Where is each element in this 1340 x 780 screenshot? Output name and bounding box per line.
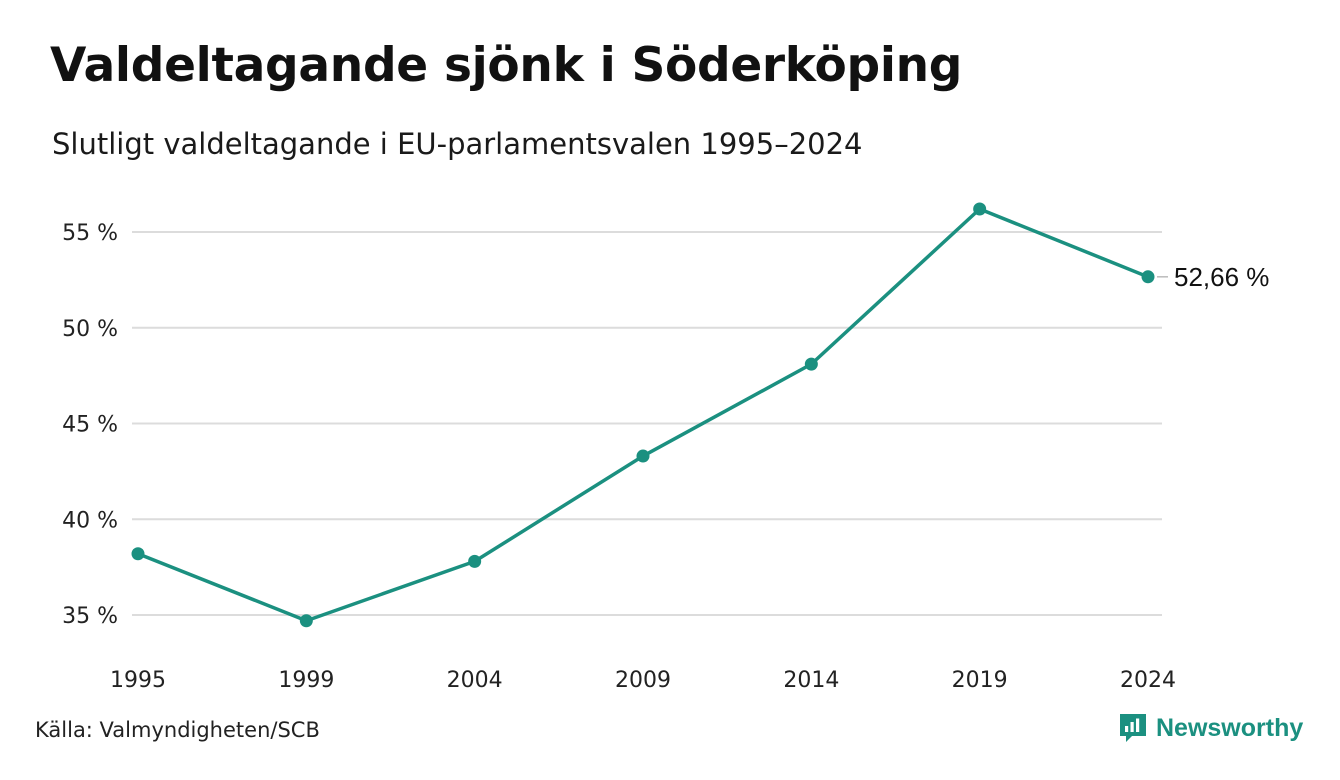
newsworthy-logo-icon	[1120, 714, 1146, 742]
source-note: Källa: Valmyndigheten/SCB	[35, 718, 320, 742]
end-value-label: 52,66 %	[1174, 262, 1269, 292]
gridlines	[132, 231, 1162, 616]
x-tick-label: 2004	[447, 668, 503, 693]
data-point	[299, 614, 313, 628]
data-point	[1141, 270, 1155, 284]
data-labels: 52,66 %	[1157, 262, 1269, 292]
data-point	[973, 202, 987, 216]
x-tick-label: 2024	[1120, 668, 1176, 693]
chart-title: Valdeltagande sjönk i Söderköping	[50, 38, 963, 93]
brand-name: Newsworthy	[1156, 713, 1304, 742]
x-tick-label: 2009	[615, 668, 671, 693]
data-point	[804, 357, 818, 371]
series-line	[136, 207, 1150, 623]
x-tick-label: 1995	[110, 668, 166, 693]
y-tick-label: 55 %	[62, 221, 118, 246]
x-axis: 1995 1999 2004 2009 2014 2019 2024	[110, 668, 1176, 693]
y-tick-label: 35 %	[62, 604, 118, 629]
y-tick-label: 45 %	[62, 413, 118, 438]
y-tick-label: 40 %	[62, 508, 118, 533]
y-tick-label: 50 %	[62, 317, 118, 342]
data-point	[131, 547, 145, 561]
x-tick-label: 1999	[278, 668, 334, 693]
brand-logo: Newsworthy	[1118, 712, 1303, 744]
data-point	[636, 449, 650, 463]
x-tick-label: 2014	[783, 668, 839, 693]
data-point	[468, 554, 482, 568]
chart-subtitle: Slutligt valdeltagande i EU-parlamentsva…	[52, 127, 863, 161]
y-axis: 35 % 40 % 45 % 50 % 55 %	[62, 221, 118, 629]
x-tick-label: 2019	[952, 668, 1008, 693]
series-group	[131, 202, 1155, 628]
